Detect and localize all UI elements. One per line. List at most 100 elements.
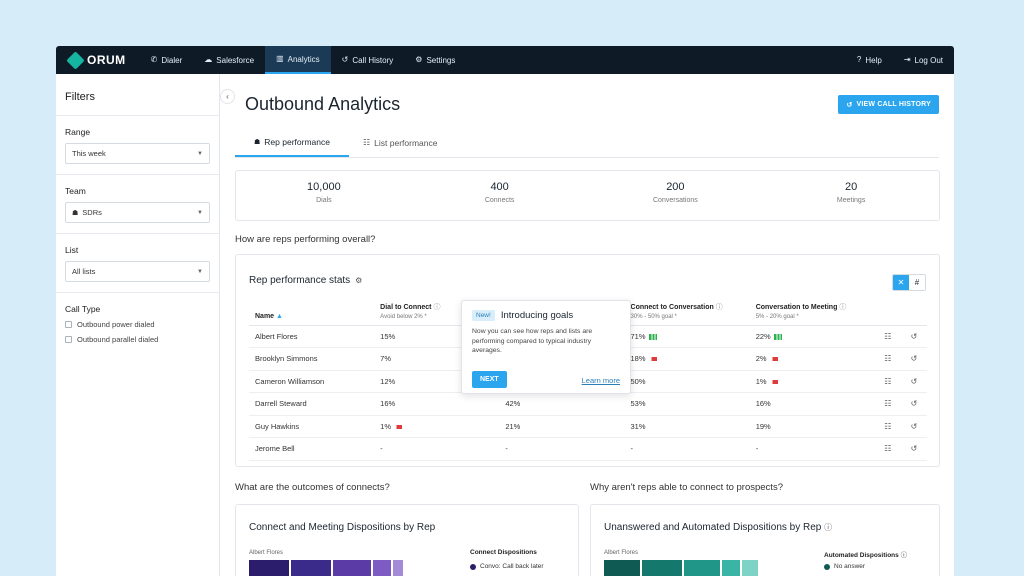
nav-dialer[interactable]: ✆ Dialer [140,46,194,74]
history-icon[interactable]: ↺ [900,437,927,461]
nav-settings[interactable]: ⚙ Settings [404,46,466,74]
tab-rep-performance[interactable]: ☗ Rep performance [235,128,349,157]
checkbox[interactable] [65,321,72,328]
cell-value: Darrell Steward [255,399,307,409]
cell-dial-to-connect: - [374,437,500,461]
panel-title-text: Unanswered and Automated Dispositions by… [604,522,822,533]
legend-label: No answer [834,563,866,570]
range-select[interactable]: This week ▼ [65,143,210,164]
bar-segment[interactable] [684,560,720,576]
option-label: Outbound parallel dialed [77,335,159,344]
stat-dials: 10,000 Dials [236,171,412,220]
table-row[interactable]: Guy Hawkins 1% 21% 31% 19% ☷ ↺ [249,415,927,438]
list-icon[interactable]: ☷ [874,437,901,461]
chevron-down-icon: ▼ [197,150,203,157]
bar-segment[interactable] [393,560,403,576]
tab-list-performance[interactable]: ☷ List performance [349,128,451,157]
legend-label: Convo: Call back later [480,563,544,570]
nav-label: Call History [352,55,394,65]
cell-name: Guy Hawkins [249,415,375,438]
table-row[interactable]: Jerome Bell - - - - ☷ ↺ [249,437,927,461]
cell-value: 22% [755,331,771,341]
col-name[interactable]: Name ▲ [249,299,375,326]
brand-logo[interactable]: ORUM [56,50,140,70]
goal-missed-icon [394,424,403,429]
number-view-button[interactable]: # [914,278,920,287]
call-type-filter: Call Type Outbound power dialed Outbound… [56,293,219,344]
list-icon[interactable]: ☷ [874,347,901,371]
table-row[interactable]: Darrell Steward 16% 42% 53% 16% ☷ ↺ [249,392,927,416]
bar-segment[interactable] [249,560,289,576]
nav-help[interactable]: ? Help [846,46,893,74]
nav-label: Analytics [287,54,320,64]
team-icon: ☗ [72,209,79,217]
goal-met-icon [648,333,657,340]
history-icon[interactable]: ↺ [900,392,927,416]
history-icon[interactable]: ↺ [900,347,927,371]
cell-value: 7% [380,354,392,364]
cell-value: 19% [755,421,771,431]
call-type-option[interactable]: Outbound parallel dialed [65,335,210,344]
percent-view-button[interactable]: ✕ [893,275,909,290]
cell-value: 18% [630,354,646,364]
tooltip-next-button[interactable]: NEXT [472,371,507,388]
legend-item: No answer [824,563,865,570]
cell-conversation-to-meeting: 16% [749,392,875,416]
list-select[interactable]: All lists ▼ [65,261,210,282]
info-icon[interactable]: ⚙ [355,276,363,285]
cell-value: 16% [755,399,771,409]
list-filter: List All lists ▼ [56,234,219,293]
cell-conversation-to-meeting: 1% [749,370,875,393]
col-conversation-to-meeting[interactable]: Conversation to Meeting ⓘ 5% - 20% goal * [749,299,875,326]
nav-call-history[interactable]: ↺ Call History [331,46,405,74]
history-icon[interactable]: ↺ [900,415,927,438]
section-question: How are reps performing overall? [235,234,376,245]
goal-missed-icon [769,379,778,384]
bar-segment[interactable] [291,560,331,576]
cell-conversation-to-meeting: - [749,437,875,461]
info-icon[interactable]: ⓘ [824,523,833,532]
page-title: Outbound Analytics [245,94,401,114]
team-select[interactable]: ☗ SDRs ▼ [65,202,210,223]
list-icon[interactable]: ☷ [874,415,901,438]
disposition-bar[interactable] [249,560,405,576]
history-icon[interactable]: ↺ [900,325,927,348]
panel-title: Unanswered and Automated Dispositions by… [604,522,832,533]
logo-icon [66,50,85,70]
team-label: Team [65,186,86,196]
cell-connect-to-conversation: 71% [624,325,750,348]
col-sub: Avoid below 2% * [380,313,427,320]
history-icon: ↺ [341,55,349,64]
cell-value: 71% [630,331,646,341]
section-question: Why aren't reps able to connect to prosp… [590,482,783,493]
nav-salesforce[interactable]: ☁ Salesforce [193,46,265,74]
chevron-down-icon: ▼ [197,209,203,216]
collapse-sidebar-button[interactable]: ‹ [220,89,235,104]
list-icon[interactable]: ☷ [874,325,901,348]
cell-connect-rate: - [499,437,625,461]
bar-segment[interactable] [722,560,740,576]
learn-more-link[interactable]: Learn more [581,376,620,385]
cell-connect-rate: 42% [499,392,625,416]
stat-value: 200 [666,181,685,193]
bar-segment[interactable] [604,560,640,576]
nav-logout[interactable]: ⇥ Log Out [893,46,954,74]
nav-analytics[interactable]: ▥ Analytics [265,46,331,74]
col-connect-to-conversation[interactable]: Connect to Conversation ⓘ 30% - 50% goal … [624,299,750,326]
phone-icon: ✆ [150,55,158,64]
brand-name: ORUM [87,53,126,67]
list-icon[interactable]: ☷ [874,392,901,416]
disposition-bar[interactable] [604,560,760,576]
call-type-option[interactable]: Outbound power dialed [65,320,210,329]
view-call-history-button[interactable]: ↺ VIEW CALL HISTORY [838,95,939,114]
cell-conversation-to-meeting: 19% [749,415,875,438]
bar-segment[interactable] [373,560,391,576]
tab-label: List performance [374,137,438,148]
history-icon[interactable]: ↺ [900,370,927,393]
info-icon: ⓘ [900,552,908,559]
list-icon[interactable]: ☷ [874,370,901,393]
bar-segment[interactable] [742,560,758,576]
bar-segment[interactable] [642,560,682,576]
checkbox[interactable] [65,336,72,343]
bar-segment[interactable] [333,560,371,576]
